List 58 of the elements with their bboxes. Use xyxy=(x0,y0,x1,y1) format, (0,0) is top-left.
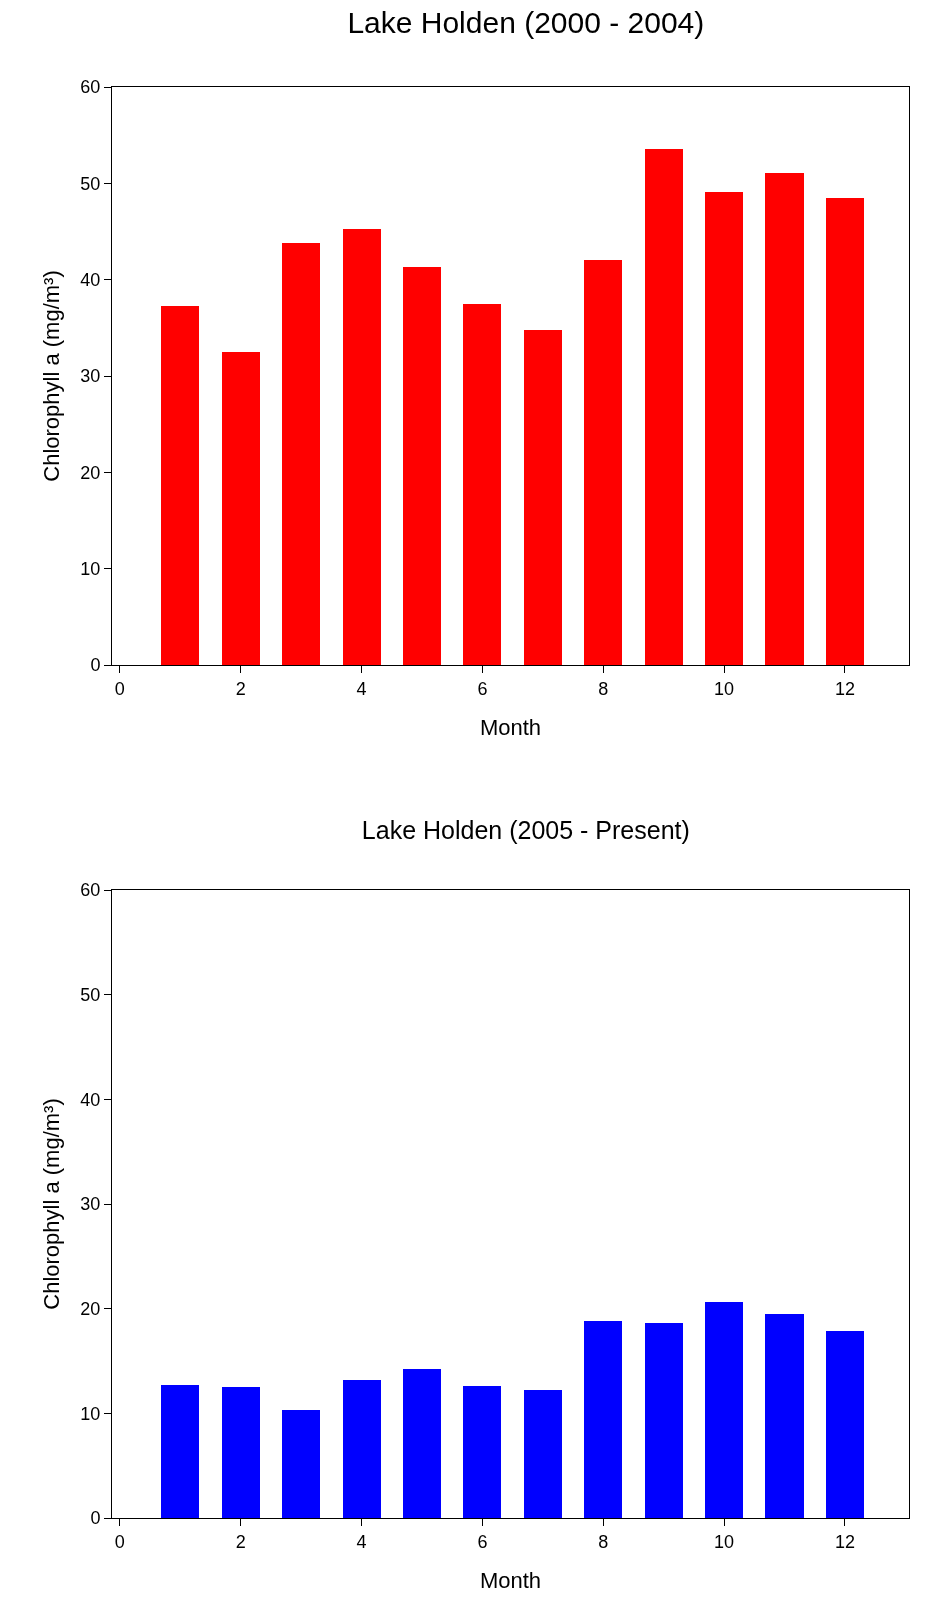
y-tick-label: 60 xyxy=(80,880,101,901)
bar xyxy=(645,1323,683,1518)
x-axis-title: Month xyxy=(479,715,542,741)
x-tick-label: 2 xyxy=(235,678,246,699)
bar xyxy=(403,267,441,665)
y-tick-label: 40 xyxy=(80,1089,101,1110)
x-tick-label: 0 xyxy=(114,678,125,699)
x-tick-label: 8 xyxy=(598,678,609,699)
y-axis-title: Chlorophyll a (mg/m³) xyxy=(39,270,65,482)
y-tick-label: 10 xyxy=(80,1403,101,1424)
y-tick-label: 10 xyxy=(80,558,101,579)
y-tick-label: 0 xyxy=(90,1508,101,1529)
x-axis-title: Month xyxy=(479,1568,542,1594)
y-tick-label: 20 xyxy=(80,1298,101,1319)
x-tick-label: 12 xyxy=(834,678,855,699)
bar xyxy=(584,260,622,665)
bar xyxy=(765,1314,804,1518)
bar xyxy=(343,229,381,665)
bar xyxy=(222,352,260,665)
bar xyxy=(463,304,501,665)
chart-title: Lake Holden (2005 - Present) xyxy=(361,815,690,844)
bar xyxy=(826,198,864,665)
y-tick-label: 40 xyxy=(80,269,101,290)
y-tick-label: 0 xyxy=(90,655,101,676)
y-tick-label: 60 xyxy=(80,77,101,98)
bar xyxy=(403,1369,441,1518)
y-tick-label: 30 xyxy=(80,366,101,387)
bar xyxy=(826,1331,864,1518)
y-tick-label: 50 xyxy=(80,173,101,194)
bar xyxy=(222,1387,260,1518)
chart-title: Lake Holden (2000 - 2004) xyxy=(347,5,705,39)
y-tick-label: 30 xyxy=(80,1194,101,1215)
bar xyxy=(343,1380,381,1518)
x-tick-label: 12 xyxy=(834,1531,855,1552)
bar xyxy=(705,192,743,665)
bar xyxy=(282,243,320,665)
x-tick-label: 4 xyxy=(356,678,367,699)
x-tick-label: 6 xyxy=(477,678,488,699)
y-axis-title: Chlorophyll a (mg/m³) xyxy=(39,1098,65,1310)
bar xyxy=(524,1390,562,1518)
bar xyxy=(765,173,804,665)
y-tick-label: 20 xyxy=(80,462,101,483)
y-tick-label: 50 xyxy=(80,984,101,1005)
bar xyxy=(645,149,683,665)
bar xyxy=(282,1410,320,1518)
x-tick-label: 8 xyxy=(598,1531,609,1552)
x-tick-label: 4 xyxy=(356,1531,367,1552)
bar xyxy=(584,1321,622,1518)
x-tick-label: 10 xyxy=(714,678,735,699)
x-tick-label: 2 xyxy=(235,1531,246,1552)
bar xyxy=(524,330,562,665)
bar xyxy=(161,1385,199,1518)
x-tick-label: 0 xyxy=(114,1531,125,1552)
x-tick-label: 6 xyxy=(477,1531,488,1552)
x-tick-label: 10 xyxy=(714,1531,735,1552)
bar xyxy=(705,1302,743,1518)
bar xyxy=(463,1386,501,1518)
bar xyxy=(161,306,199,665)
